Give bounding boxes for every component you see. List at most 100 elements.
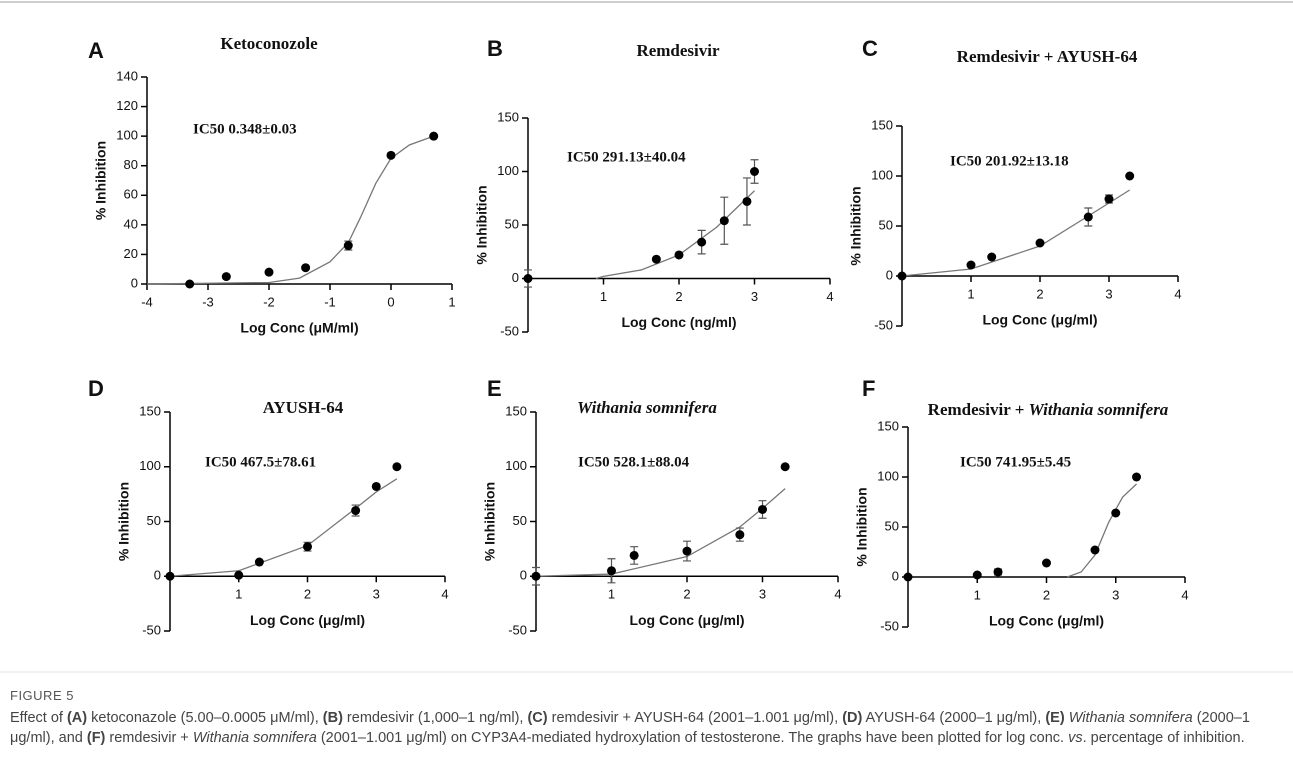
y-tick-label: 100 — [497, 163, 519, 178]
y-tick-label: 0 — [892, 568, 899, 583]
data-point — [523, 274, 533, 283]
y-tick-label: 50 — [505, 216, 519, 231]
x-axis-label: Log Conc (μg/ml) — [629, 612, 744, 628]
x-tick-label: 1 — [967, 286, 974, 301]
x-tick-label: 2 — [1043, 587, 1050, 602]
y-tick-label: 20 — [124, 246, 138, 261]
panel-letter: A — [88, 38, 104, 63]
data-point — [1035, 238, 1045, 248]
data-point — [1090, 545, 1100, 555]
y-tick-label: -50 — [874, 317, 893, 332]
annotation: IC50 291.13±40.04 — [567, 149, 686, 165]
caption-run: (2001–1.001 μg/ml) on CYP3A4-mediated hy… — [316, 730, 1069, 746]
y-tick-label: 150 — [877, 418, 899, 433]
caption-text: Effect of (A) ketoconazole (5.00–0.0005 … — [10, 708, 1280, 748]
y-tick-label: 150 — [871, 117, 893, 132]
x-tick-label: 3 — [751, 289, 758, 304]
x-tick-label: 1 — [235, 587, 242, 602]
y-axis-label: % Inhibition — [474, 185, 490, 264]
data-point — [719, 216, 729, 226]
panel-title: Withania somnifera — [577, 398, 717, 417]
panel-letter: D — [88, 376, 104, 401]
data-point — [303, 542, 312, 552]
caption-run: Withania somnifera — [1068, 710, 1193, 726]
data-point — [1104, 194, 1114, 204]
fit-curve — [901, 189, 1131, 277]
caption-run: ketoconazole (5.00–0.0005 μM/ml), — [87, 710, 323, 726]
annotation: IC50 741.95±5.45 — [960, 454, 1071, 470]
x-tick-label: 3 — [759, 587, 766, 602]
title-run: Remdesivir + — [928, 400, 1029, 419]
y-tick-label: 40 — [124, 216, 138, 231]
title-run: AYUSH-64 — [263, 398, 344, 417]
y-tick-label: -50 — [508, 622, 527, 637]
x-tick-label: 4 — [826, 289, 833, 304]
x-tick-label: -1 — [324, 294, 336, 309]
x-tick-label: 3 — [373, 587, 380, 602]
data-point — [1125, 171, 1135, 181]
data-point — [780, 462, 790, 472]
panel-letter: C — [862, 36, 878, 61]
x-tick-label: 4 — [834, 587, 841, 602]
annotation: IC50 467.5±78.61 — [205, 454, 316, 470]
y-tick-label: 100 — [505, 458, 527, 473]
data-point — [607, 566, 616, 576]
x-axis-label: Log Conc (ng/ml) — [621, 314, 736, 330]
y-tick-label: 0 — [520, 568, 527, 583]
caption-run: (A) — [66, 710, 88, 726]
data-point — [234, 570, 244, 580]
data-point — [429, 131, 439, 141]
chart-panel: -50 0 50 100 150 1 2 3 4 Log Conc (μg/ml) % Inhibi… — [848, 36, 1182, 333]
fit-curve — [146, 135, 434, 285]
y-tick-label: 140 — [116, 68, 138, 83]
y-tick-label: 60 — [124, 187, 138, 202]
data-point — [651, 254, 661, 264]
data-point — [897, 271, 907, 281]
fit-curve — [1067, 483, 1137, 578]
title-run: Remdesivir + AYUSH-64 — [957, 47, 1138, 66]
data-point — [185, 279, 195, 289]
y-tick-label: 150 — [139, 403, 161, 418]
panel-title: Remdesivir — [636, 41, 720, 60]
x-tick-label: 3 — [1112, 587, 1119, 602]
y-tick-label: 150 — [497, 109, 519, 124]
data-point — [758, 504, 767, 514]
title-run: Withania somnifera — [1029, 400, 1169, 419]
x-tick-label: 1 — [448, 294, 455, 309]
data-point — [254, 557, 264, 567]
data-point — [903, 572, 913, 582]
data-point — [993, 567, 1003, 577]
x-axis-label: Log Conc (μg/ml) — [982, 312, 1097, 328]
data-point — [750, 167, 759, 176]
caption-run: remdesivir + — [105, 730, 193, 746]
panel-letter: E — [487, 376, 502, 401]
x-axis-label: Log Conc (μg/ml) — [250, 612, 365, 628]
data-point — [972, 570, 982, 580]
y-axis-label: % Inhibition — [848, 186, 864, 265]
fit-curve — [535, 488, 786, 577]
data-point — [165, 571, 175, 581]
fit-curve — [169, 478, 398, 577]
x-tick-label: 1 — [974, 587, 981, 602]
data-point — [697, 237, 707, 247]
y-tick-label: -50 — [142, 622, 161, 637]
title-run: Ketoconozole — [220, 34, 318, 53]
title-run: Withania somnifera — [577, 398, 717, 417]
caption-run: Withania somnifera — [192, 730, 317, 746]
y-tick-label: 80 — [124, 157, 138, 172]
y-tick-label: 50 — [147, 513, 161, 528]
x-tick-label: 2 — [675, 289, 682, 304]
x-tick-label: -3 — [202, 294, 214, 309]
y-tick-label: 100 — [877, 468, 899, 483]
data-point — [392, 462, 402, 472]
caption-run: . percentage of inhibition. — [1082, 730, 1245, 746]
data-point — [1042, 558, 1051, 568]
y-tick-label: 50 — [879, 217, 893, 232]
x-tick-label: 2 — [683, 587, 690, 602]
caption-run: remdesivir (1,000–1 ng/ml), — [342, 710, 528, 726]
data-point — [987, 252, 997, 262]
caption: FIGURE 5 Effect of (A) ketoconazole (5.0… — [10, 686, 1280, 748]
chart-panel: -50 0 50 100 150 1 2 3 4 Log Conc (μg/ml) % Inhibi… — [482, 376, 842, 638]
y-tick-label: 100 — [871, 167, 893, 182]
